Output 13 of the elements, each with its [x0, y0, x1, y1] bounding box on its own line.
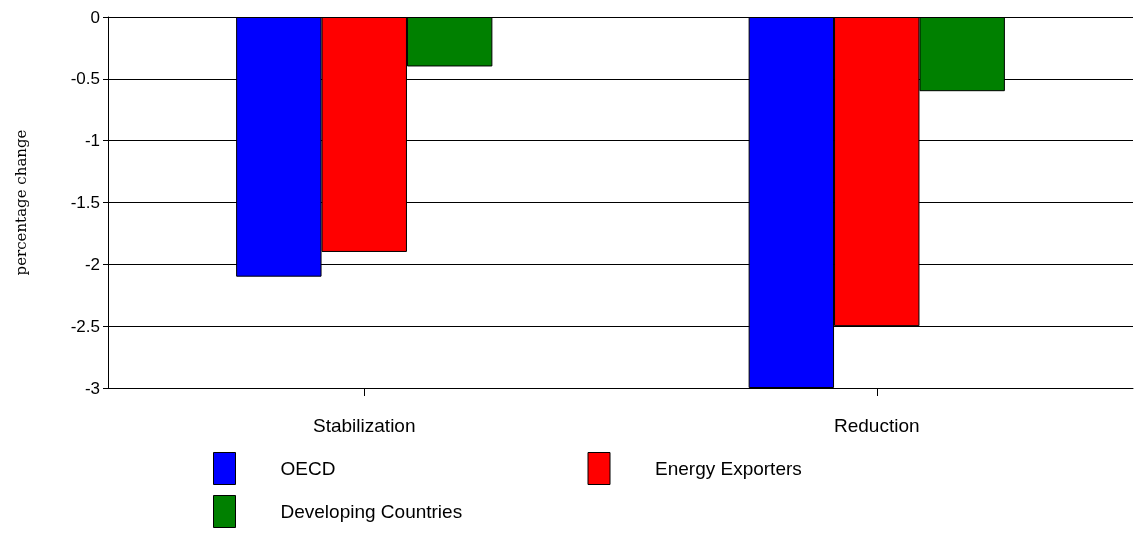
y-tick-label: -2.5	[70, 316, 100, 336]
x-tick-label: Reduction	[833, 415, 920, 436]
y-tick-label: -1.5	[70, 193, 100, 212]
y-tick-label: -0.5	[70, 69, 100, 89]
y-axis-title: percentage change	[11, 129, 30, 276]
legend-label: OECD	[280, 458, 336, 479]
y-tick-label: 0	[90, 7, 100, 27]
y-tick-label: -2	[84, 254, 100, 274]
y-tick-label: -3	[84, 378, 100, 398]
legend-label: Energy Exporters	[655, 458, 802, 479]
x-tick-label: Stabilization	[313, 415, 416, 436]
legend-label: Developing Countries	[280, 501, 463, 522]
y-tick-label: -1	[84, 131, 100, 151]
